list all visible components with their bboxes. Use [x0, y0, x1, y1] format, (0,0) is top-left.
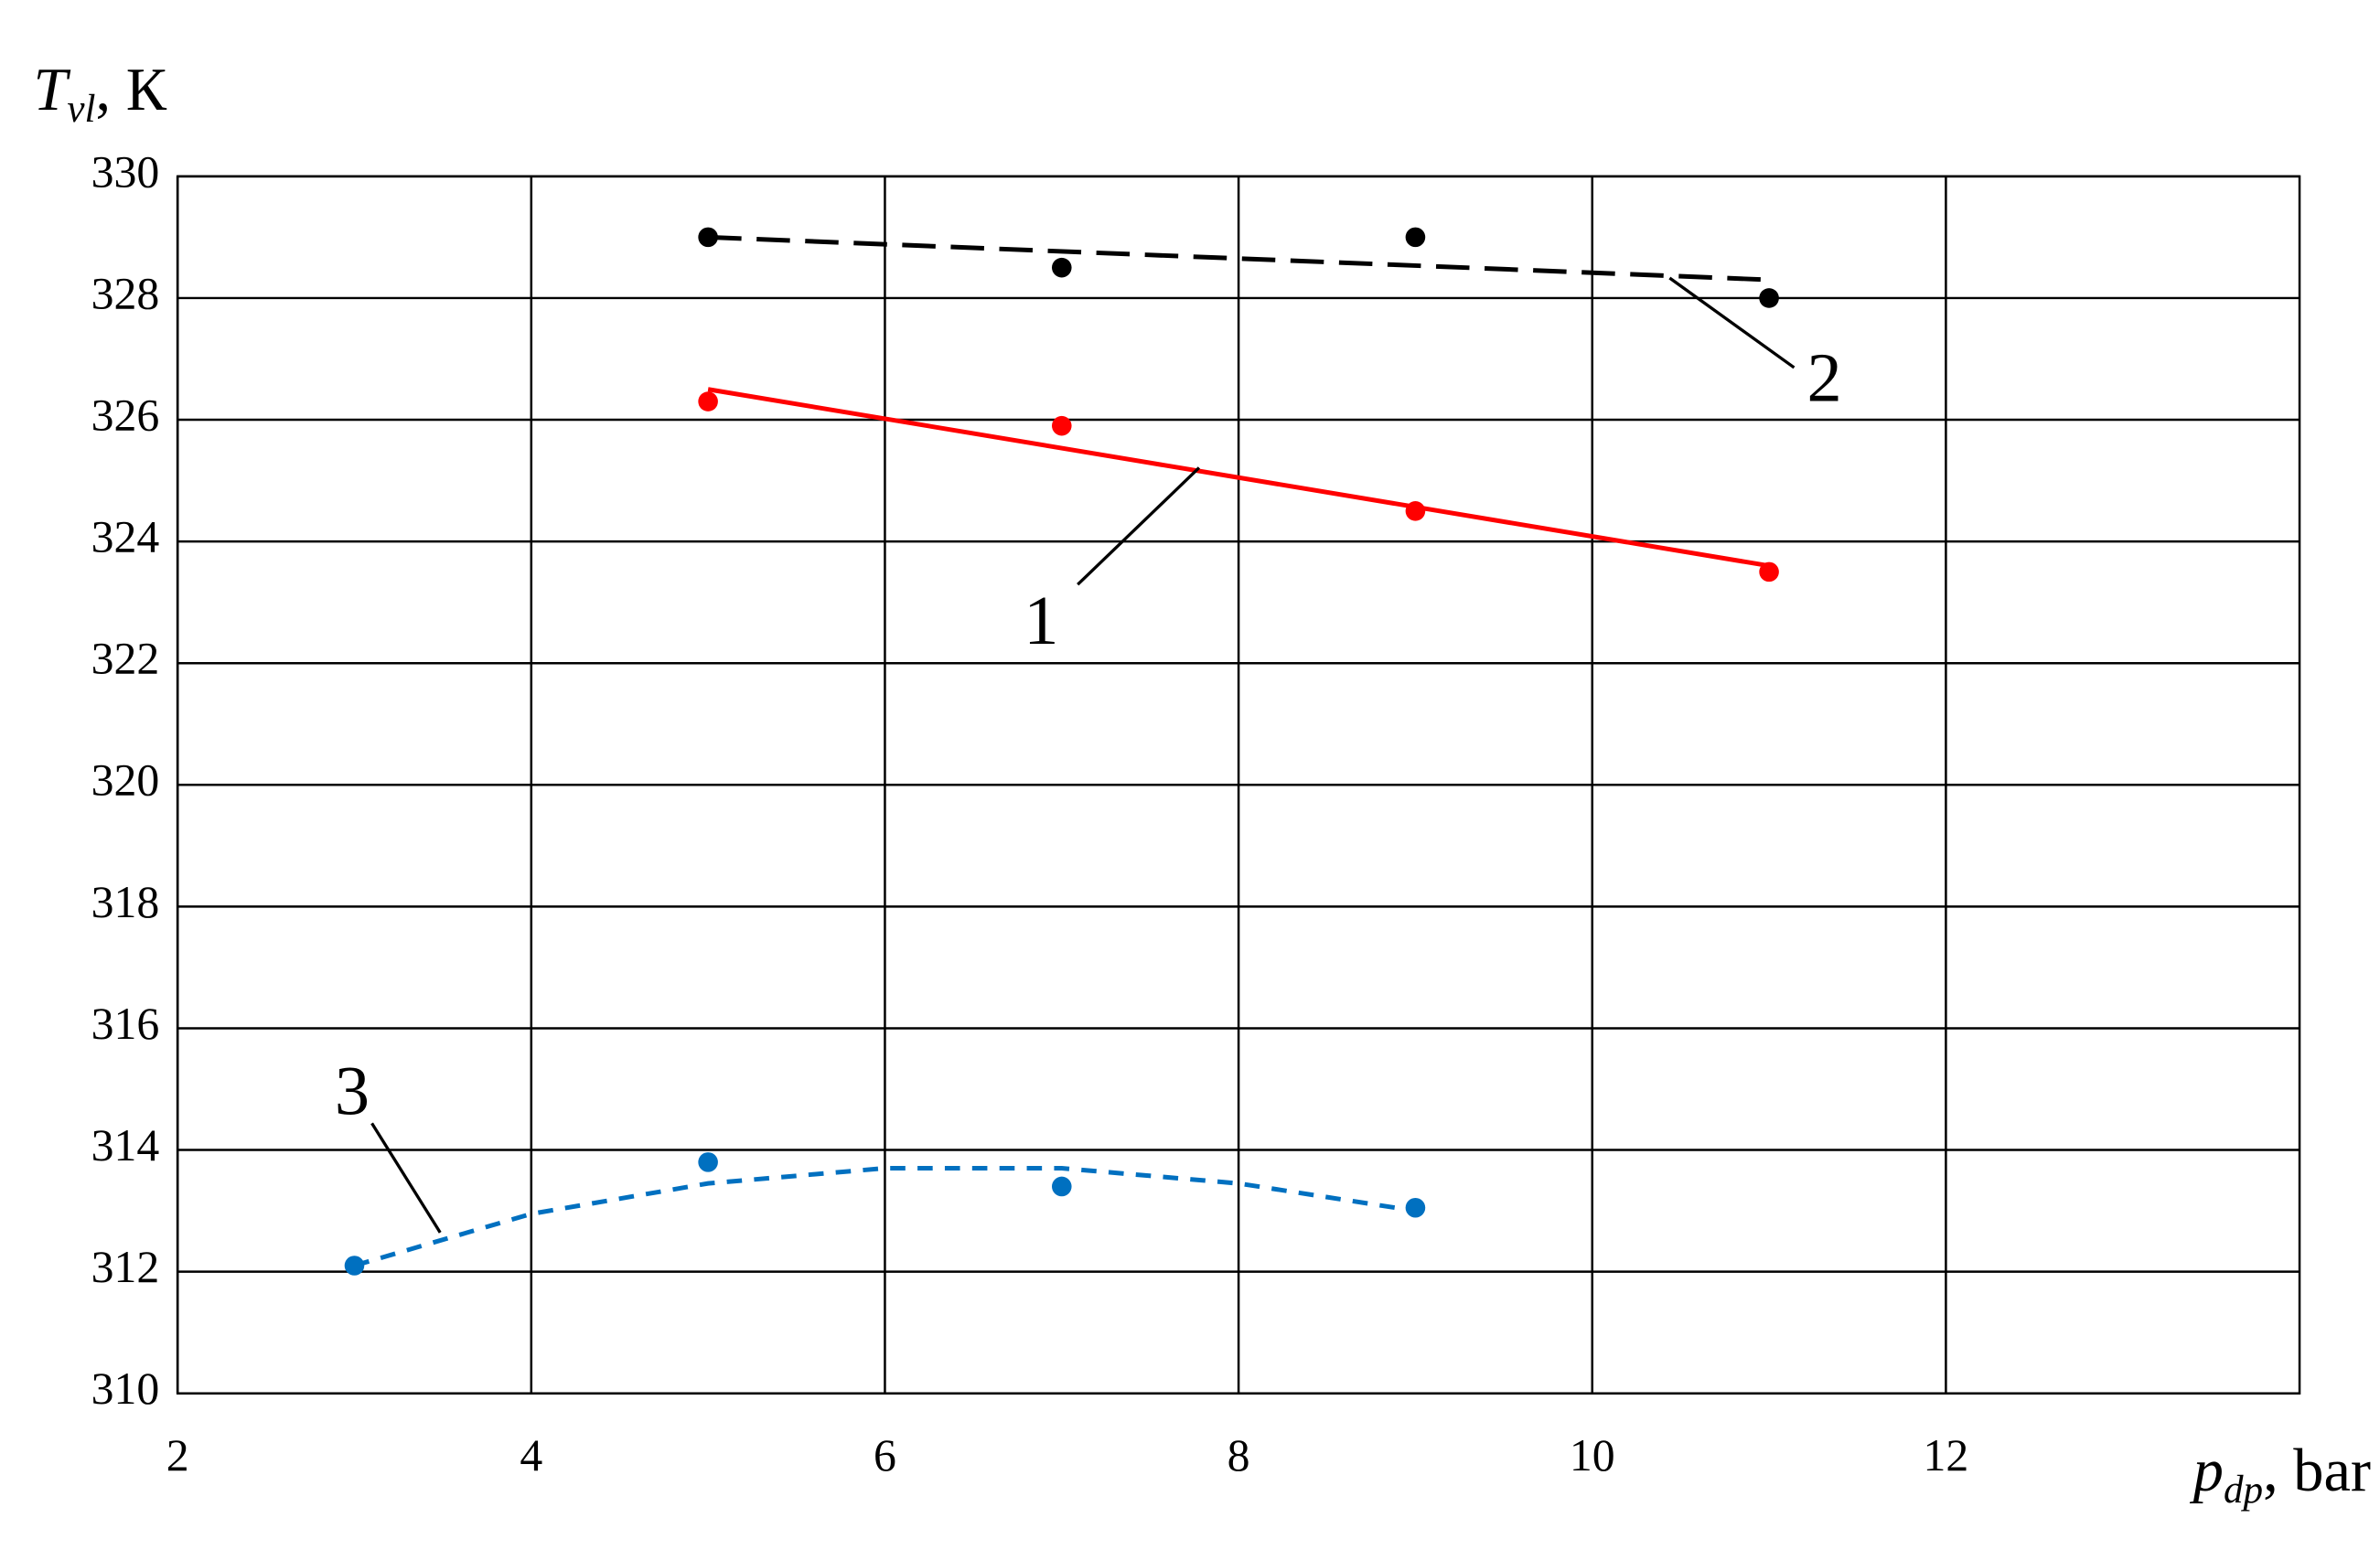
y-tick-label: 330 [91, 146, 160, 197]
data-point [1405, 1197, 1426, 1218]
x-unit: , bar [2263, 1438, 2371, 1504]
y-tick-label: 310 [91, 1363, 160, 1414]
x-tick-label: 12 [1924, 1430, 1969, 1481]
x-tick-label: 4 [520, 1430, 542, 1481]
x-symbol: p [2190, 1438, 2224, 1504]
series-label: 1 [1024, 582, 1058, 659]
data-point [1405, 227, 1426, 248]
y-tick-label: 326 [91, 390, 160, 440]
y-tick-label: 320 [91, 755, 160, 806]
y-tick-label: 324 [91, 512, 160, 562]
trend-line [708, 234, 1770, 283]
data-point [344, 1256, 365, 1276]
trend-line [707, 387, 1770, 569]
y-symbol: T [34, 57, 71, 123]
data-point [1051, 415, 1072, 436]
data-point [698, 227, 718, 248]
y-tick-label: 328 [91, 268, 160, 318]
data-point [1405, 501, 1426, 521]
x-tick-label: 8 [1228, 1430, 1250, 1481]
data-point [698, 1152, 718, 1172]
leader-line [1077, 466, 1201, 586]
series-label: 2 [1807, 338, 1842, 416]
y-tick-label: 314 [91, 1120, 160, 1171]
leader-line [370, 1122, 442, 1234]
y-subscript: vl [67, 88, 95, 131]
y-tick-label: 322 [91, 634, 160, 684]
data-point [1051, 257, 1072, 278]
data-point [698, 391, 718, 412]
x-axis-label: pdp, bar [2190, 1438, 2371, 1512]
x-tick-label: 10 [1570, 1430, 1615, 1481]
y-tick-label: 316 [91, 999, 160, 1049]
series-label: 3 [335, 1052, 370, 1129]
data-point [1759, 288, 1779, 308]
data-point [1051, 1176, 1072, 1197]
data-point [1759, 561, 1779, 583]
x-tick-label: 2 [166, 1430, 189, 1481]
y-tick-label: 318 [91, 877, 160, 927]
leader-line [1668, 276, 1796, 369]
y-axis-label: Tvl, К [34, 57, 167, 131]
x-subscript: dp [2224, 1469, 2263, 1512]
y-tick-label: 312 [91, 1242, 160, 1292]
x-tick-label: 6 [874, 1430, 896, 1481]
y-unit: , К [96, 57, 167, 123]
